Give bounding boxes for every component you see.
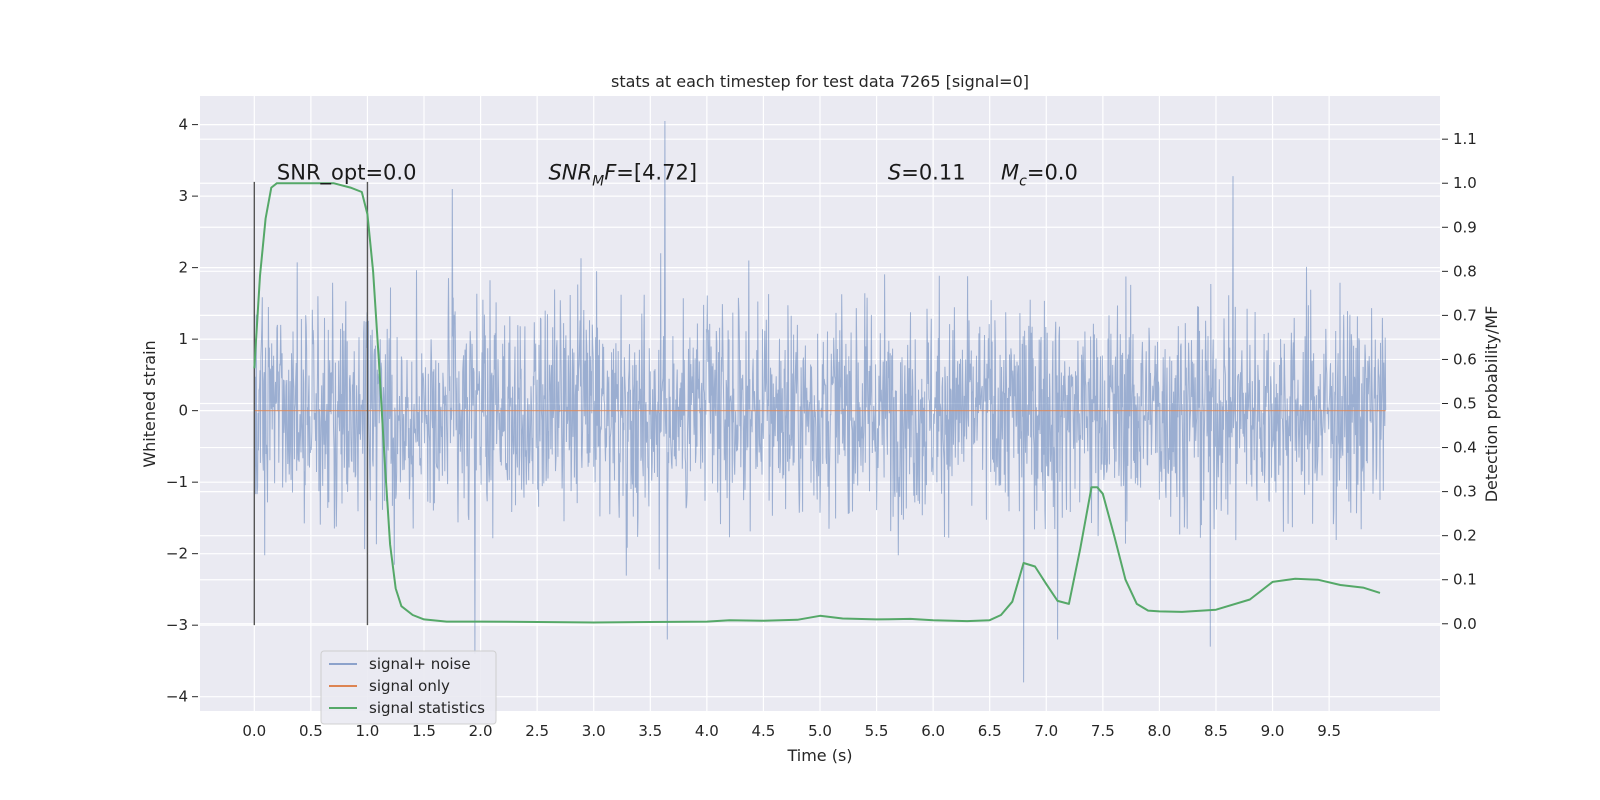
x-tick-label: 4.0 (695, 722, 719, 740)
legend-item: signal statistics (329, 699, 485, 717)
legend-item: signal+ noise (329, 655, 471, 673)
y-tick-label-right: 0.7 (1453, 306, 1477, 324)
y-tick-label-left: −3 (166, 616, 188, 634)
annotation-snr_mf: SNRMF=[4.72] (548, 161, 697, 190)
y-tick-label-right: 0.1 (1453, 571, 1477, 589)
annotations: SNR_opt=0.0 SNRMF=[4.72] S=0.11 Mc=0.0 (277, 161, 1078, 190)
legend: signal+ noise signal only signal statist… (320, 650, 497, 725)
legend-label-noise: signal+ noise (369, 655, 471, 673)
y-tick-label-left: 1 (178, 330, 188, 348)
statistics-line (253, 182, 1381, 624)
y-axis-right-label: Detection probability/MF (1482, 306, 1501, 503)
x-tick-label: 4.5 (752, 722, 776, 740)
y-tick-label-left: 0 (178, 402, 188, 420)
y-tick-label-right: 1.0 (1453, 174, 1477, 192)
x-tick-label: 0.5 (299, 722, 323, 740)
x-tick-label: 1.5 (412, 722, 436, 740)
y-axis-left-label: Whitened strain (140, 340, 159, 467)
x-tick-label: 8.0 (1147, 722, 1171, 740)
annotation-mc: Mc=0.0 (1001, 161, 1078, 190)
x-tick-label: 5.5 (865, 722, 889, 740)
x-tick-label: 6.5 (978, 722, 1002, 740)
y-tick-label-left: −2 (166, 545, 188, 563)
y-tick-label-left: −4 (166, 688, 188, 706)
x-tick-label: 6.0 (921, 722, 945, 740)
legend-item: signal only (329, 677, 450, 695)
y-tick-label-right: 0.2 (1453, 527, 1477, 545)
x-tick-label: 8.5 (1204, 722, 1228, 740)
axes: 0.0 0.5 1.0 1.5 2.0 2.5 3.0 3.5 4.0 4.5 5.0 5.5 6.0 6… (166, 116, 1477, 740)
x-tick-label: 7.0 (1034, 722, 1058, 740)
legend-label-signal-only: signal only (369, 677, 450, 695)
x-tick-label: 2.5 (525, 722, 549, 740)
legend-box (320, 650, 497, 725)
x-tick-label: 5.0 (808, 722, 832, 740)
y-tick-label-right: 0.8 (1453, 262, 1477, 280)
x-tick-label: 3.5 (638, 722, 662, 740)
x-tick-label: 3.0 (582, 722, 606, 740)
x-tick-label: 9.0 (1261, 722, 1285, 740)
y-tick-label-right: 0.6 (1453, 350, 1477, 368)
y-tick-label-right: 0.3 (1453, 483, 1477, 501)
annotation-snr_opt: SNR_opt=0.0 (277, 161, 417, 186)
y-tick-label-right: 0.4 (1453, 439, 1477, 457)
x-axis-label: Time (s) (786, 746, 852, 765)
x-tick-label: 2.0 (469, 722, 493, 740)
x-tick-label: 7.5 (1091, 722, 1115, 740)
marker-lines (253, 181, 369, 626)
y-tick-label-left: 2 (178, 259, 188, 277)
chart-title: stats at each timestep for test data 726… (611, 72, 1029, 91)
x-tick-label: 0.0 (242, 722, 266, 740)
y-tick-label-right: 0.9 (1453, 218, 1477, 236)
y-tick-label-right: 1.1 (1453, 130, 1477, 148)
noise-trace (253, 120, 1387, 683)
annotation-s_stat: S=0.11 (888, 161, 966, 185)
y-tick-label-right: 0.0 (1453, 615, 1477, 633)
x-tick-label: 9.5 (1317, 722, 1341, 740)
y-tick-label-left: 4 (178, 116, 188, 134)
y-tick-label-left: 3 (178, 187, 188, 205)
x-tick-label: 1.0 (356, 722, 380, 740)
noise-series (253, 120, 1387, 683)
legend-label-statistics: signal statistics (369, 699, 485, 717)
y-tick-label-left: −1 (166, 473, 188, 491)
statistics-series (253, 182, 1381, 624)
y-tick-label-right: 0.5 (1453, 395, 1477, 413)
